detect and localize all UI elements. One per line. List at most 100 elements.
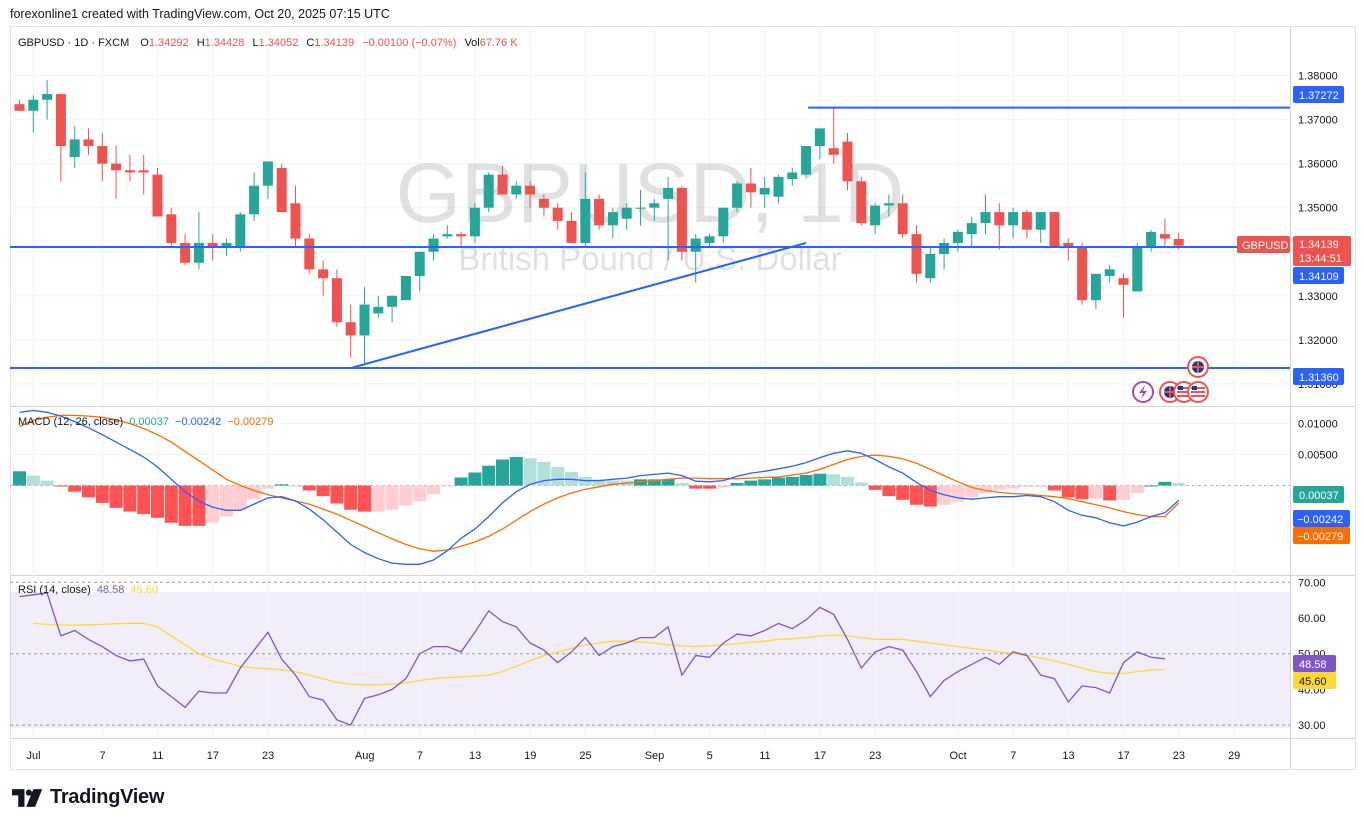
macd-signal-line [19, 414, 1180, 552]
us-flag-icon[interactable] [1187, 381, 1209, 403]
candle-body [1173, 238, 1184, 246]
macd-histogram-bar [330, 485, 344, 504]
macd-histogram-bar [647, 479, 661, 486]
legend-open: 1.34292 [149, 37, 189, 49]
candle-body [1118, 278, 1129, 285]
macd-histogram-bar [68, 485, 82, 492]
macd-histogram-bar [509, 457, 523, 486]
candle-body [345, 322, 356, 336]
time-tick-label: Jul [26, 750, 40, 762]
tradingview-logo-icon [12, 788, 43, 807]
macd-legend-hist: 0.00037 [129, 416, 169, 428]
macd-histogram-bar [385, 485, 399, 510]
macd-signal-tag [1293, 527, 1350, 544]
macd-histogram-bar [137, 485, 151, 515]
macd-histogram-bar [233, 485, 247, 511]
candle-body [649, 203, 660, 208]
macd-histogram-bar [827, 474, 841, 486]
macd-histogram-bar [178, 485, 192, 526]
macd-histogram-bar [26, 475, 40, 486]
macd-histogram-bar [758, 479, 772, 486]
economic-events[interactable] [1132, 356, 1209, 403]
candle-body [69, 139, 80, 158]
macd-line [19, 409, 1180, 565]
candle-body [1035, 212, 1046, 230]
candle-body [745, 183, 756, 193]
price-tick-label: 1.35000 [1298, 203, 1338, 215]
legend-open-label: O [140, 37, 149, 49]
candle-body [607, 212, 618, 226]
macd-histogram-bar [164, 485, 178, 523]
candle-body [483, 174, 494, 208]
support-tag-text: 1.31360 [1299, 372, 1339, 384]
macd-histogram-bar [1172, 483, 1186, 486]
macd-histogram-bar [744, 480, 758, 486]
legend-high: 1.34428 [205, 37, 245, 49]
macd-histogram-bar [275, 484, 289, 486]
macd-histogram-bar [703, 485, 716, 489]
rsi-legend-ma: 45.60 [130, 584, 158, 596]
candle-body [552, 207, 563, 221]
resistance-tag-text: 1.37272 [1299, 90, 1339, 102]
lightning-event-icon[interactable] [1132, 381, 1154, 403]
rsi-tick-label: 30.00 [1298, 720, 1326, 732]
time-axis: Jul 7 11 17 23 Aug 7 13 19 25 Sep 5 11 17 23 Oct 7 13 17 23… [26, 750, 1240, 762]
macd-histogram-bar [440, 485, 454, 487]
macd-histogram-bar [910, 485, 923, 505]
time-tick-label: 25 [579, 750, 591, 762]
candle-body [594, 198, 605, 226]
uk-flag-icon[interactable] [1187, 356, 1209, 378]
time-tick-label: 7 [417, 750, 423, 762]
time-tick-label: 17 [1118, 750, 1130, 762]
macd-histogram-bar [192, 485, 206, 526]
candle-body [442, 234, 453, 237]
rsi-ma-tag-text: 45.60 [1299, 676, 1327, 688]
macd-histogram-bar [427, 485, 440, 495]
candle-body [83, 139, 94, 147]
macd-histogram-bar [785, 476, 799, 486]
candle-body [1104, 269, 1115, 276]
symbol-tag-text: GBPUSD [1242, 240, 1289, 252]
time-tick-label: 17 [814, 750, 826, 762]
legend-change: −0.00100 (−0.07%) [362, 37, 456, 49]
macd-histogram-bar [523, 458, 537, 486]
macd-histogram-bar [496, 459, 509, 486]
candle-body [787, 172, 798, 180]
price-tags: 1.37272 GBPUSD 1.34139 13:44:51 1.34109 … [1237, 86, 1351, 689]
candle-body [994, 212, 1005, 226]
time-tick-label: 29 [1228, 750, 1240, 762]
candle-body [359, 304, 370, 336]
chart-border [10, 26, 1356, 770]
price-tick-label: 1.37000 [1298, 115, 1338, 127]
candle-body [138, 170, 149, 173]
candle-body [14, 104, 25, 111]
chart-frame [10, 26, 1356, 770]
macd-histogram-bar [302, 485, 316, 491]
rsi-tick-label: 60.00 [1298, 613, 1326, 625]
time-tick-label: 23 [1173, 750, 1185, 762]
macd-histogram-bar [689, 485, 703, 489]
macd-histogram-bar [854, 482, 868, 486]
macd-histogram-bar [1048, 485, 1061, 491]
candle-body [373, 306, 384, 314]
macd-histogram-bar [151, 485, 164, 518]
candle-body [290, 203, 301, 239]
drawings[interactable] [10, 106, 1290, 370]
candle-body [97, 146, 108, 164]
rsi-pane [10, 581, 1290, 726]
candle-body [428, 238, 439, 252]
macd-histogram-bar [1034, 485, 1048, 487]
rsi-ma-tag [1293, 672, 1336, 689]
macd-histogram-bar [220, 485, 233, 517]
tradingview-logo[interactable]: TradingView [12, 786, 164, 809]
candle-body [497, 174, 508, 195]
macd-histogram-bar [316, 485, 330, 497]
candle-body [704, 236, 715, 243]
macd-histogram-bar [13, 471, 26, 486]
tradingview-logo-text: TradingView [50, 786, 165, 808]
macd-line-tag-text: −0.00242 [1297, 514, 1343, 526]
macd-pane [10, 409, 1290, 565]
candle-body [759, 187, 770, 195]
macd-histogram-bar [454, 477, 468, 486]
